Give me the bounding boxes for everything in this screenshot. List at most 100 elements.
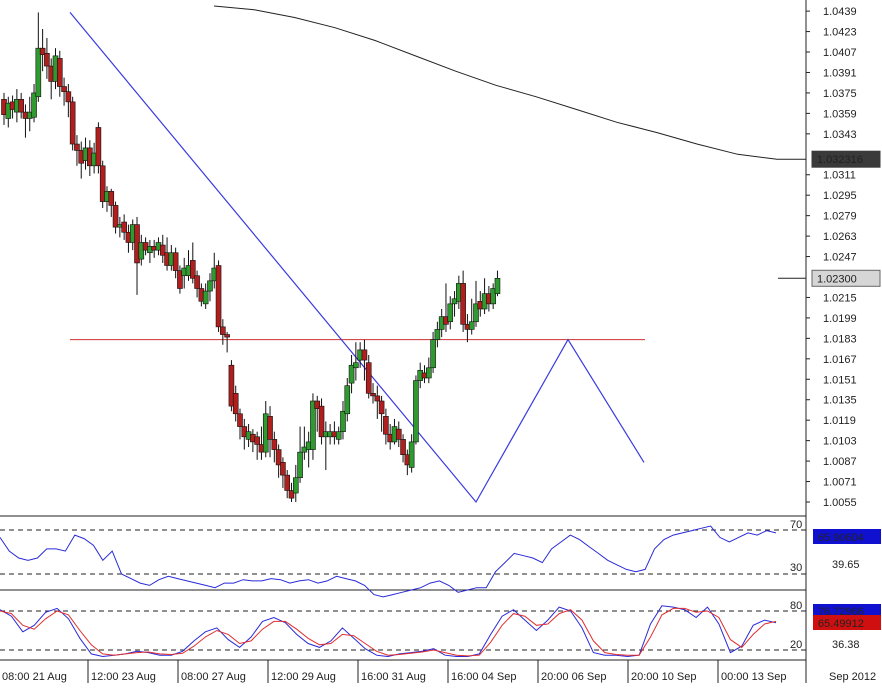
candle-down <box>383 416 389 435</box>
candle-up <box>344 385 351 415</box>
candle-down <box>220 326 226 335</box>
candle-up <box>292 477 299 494</box>
y-tick-label: 1.0119 <box>823 415 856 427</box>
candle-up <box>5 102 12 119</box>
candle-down <box>374 395 381 402</box>
candle-down <box>284 474 291 491</box>
y-tick-label: 1.0199 <box>823 313 857 325</box>
stoch-level-label: 20 <box>790 639 802 651</box>
candle-down <box>237 413 243 427</box>
y-tick-label: 1.0423 <box>823 27 857 39</box>
x-tick-label: 08:00 27 Aug <box>181 671 246 683</box>
candle-down <box>215 265 222 328</box>
x-tick-label: 12:00 29 Aug <box>271 671 336 683</box>
candle-up <box>348 364 355 384</box>
candle-down <box>121 221 127 233</box>
candle-down <box>190 260 196 279</box>
candle-down <box>228 364 235 407</box>
y-tick-label: 1.0295 <box>823 190 857 202</box>
y-tick-label: 1.0279 <box>823 211 857 223</box>
candle-down <box>65 91 72 103</box>
x-tick-label: 12:00 23 Aug <box>91 671 156 683</box>
candle-down <box>460 283 466 325</box>
y-tick-label: 1.0215 <box>823 292 857 304</box>
x-tick-label: 08:00 21 Aug <box>2 671 67 683</box>
y-tick-label: 1.0375 <box>823 88 857 100</box>
y-tick-label: 1.0055 <box>823 497 857 509</box>
y-tick-label: 1.0103 <box>823 436 857 448</box>
y-tick-label: 1.0263 <box>823 231 857 243</box>
candle-up <box>353 362 359 369</box>
stoch-axis-label: 36.38 <box>832 639 860 651</box>
y-tick-label: 1.0183 <box>823 333 857 345</box>
candle-down <box>395 428 402 440</box>
pattern-trend-line <box>69 12 645 504</box>
candle-down <box>318 405 325 438</box>
candle-up <box>202 290 209 305</box>
y-tick-label: 1.0151 <box>823 374 857 386</box>
candle-down <box>108 191 115 206</box>
candle-down <box>275 449 282 466</box>
candle-down <box>56 58 63 87</box>
candle-up <box>35 47 42 98</box>
rsi-level-label: 30 <box>790 562 802 574</box>
x-tick-label: 20:00 10 Sep <box>631 671 696 683</box>
candle-down <box>74 143 80 151</box>
candle-down <box>44 52 50 67</box>
price-badge <box>811 269 881 287</box>
candle-down <box>61 86 67 92</box>
candle-up <box>434 329 441 340</box>
candle-down <box>224 334 230 338</box>
candle-up <box>473 303 479 323</box>
y-tick-label: 1.0439 <box>823 6 857 18</box>
candle-up <box>490 288 496 305</box>
candle-down <box>365 362 372 394</box>
candle-down <box>400 439 406 456</box>
candle-up <box>297 451 303 479</box>
candle-down <box>159 244 166 256</box>
price-badge-label: 1.032316 <box>817 154 863 166</box>
y-tick-label: 1.0343 <box>823 129 857 141</box>
y-tick-label: 1.0167 <box>823 354 857 366</box>
rsi-level-label: 70 <box>790 519 802 531</box>
x-tick-label: Sep 2012 <box>829 671 876 683</box>
stoch-k-line <box>0 605 777 658</box>
y-tick-label: 1.0135 <box>823 395 857 407</box>
stoch-d-line <box>0 607 777 657</box>
candle-up <box>207 280 213 292</box>
stoch-level-label: 80 <box>790 600 802 612</box>
candle-up <box>138 242 145 260</box>
candle-down <box>370 393 376 397</box>
candle-down <box>280 462 286 476</box>
candle-up <box>430 339 436 369</box>
candle-down <box>194 275 200 289</box>
candle-up <box>425 367 432 379</box>
candle-up <box>413 380 419 443</box>
candle-down <box>112 205 119 228</box>
candle-down <box>99 165 106 202</box>
x-tick-label: 00:00 13 Sep <box>721 671 786 683</box>
candle-down <box>378 400 385 415</box>
y-tick-label: 1.0087 <box>823 456 857 468</box>
candle-down <box>39 47 46 55</box>
candle-up <box>310 400 316 450</box>
candle-down <box>18 99 24 113</box>
y-tick-label: 1.0359 <box>823 108 857 120</box>
candle-down <box>288 490 295 499</box>
y-tick-label: 1.0311 <box>823 170 856 182</box>
candle-down <box>314 400 321 409</box>
y-tick-label: 1.0071 <box>823 477 857 489</box>
candle-down <box>69 101 76 145</box>
candle-down <box>177 270 183 289</box>
candle-up <box>335 431 342 440</box>
x-tick-label: 20:00 06 Sep <box>541 671 606 683</box>
candle-down <box>172 252 179 271</box>
candle-down <box>267 416 273 440</box>
y-tick-label: 1.0391 <box>823 67 857 79</box>
price-badge <box>811 150 881 168</box>
candle-down <box>361 349 368 361</box>
candle-down <box>271 439 278 450</box>
stoch-badge <box>813 615 881 630</box>
